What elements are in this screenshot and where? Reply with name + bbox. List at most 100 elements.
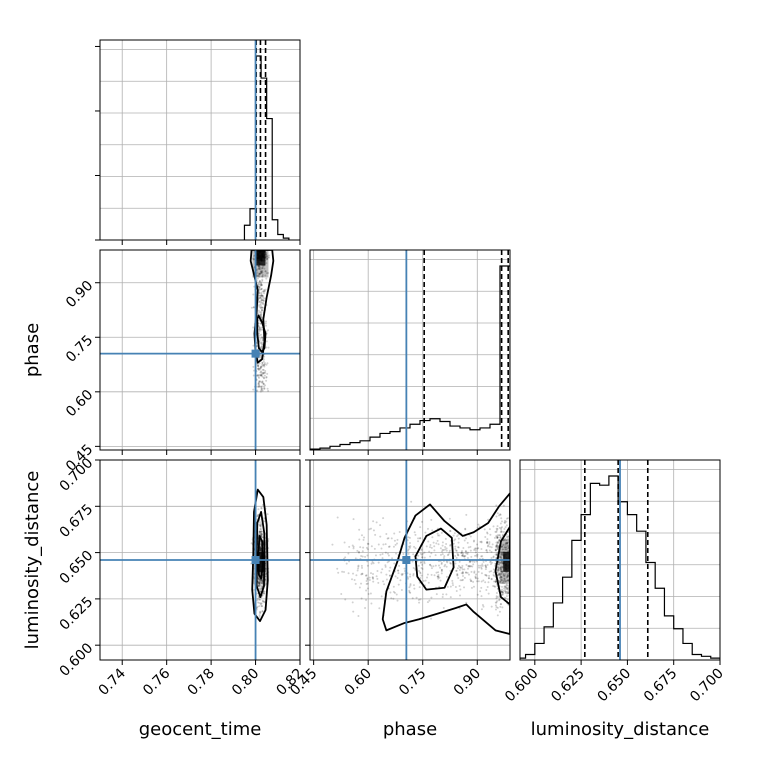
sample-point bbox=[502, 582, 505, 585]
histogram-step-line bbox=[243, 55, 290, 240]
sample-point bbox=[266, 257, 269, 260]
density-peak bbox=[255, 250, 266, 266]
sample-point bbox=[497, 572, 500, 575]
sample-point bbox=[261, 271, 264, 274]
y-tick-label: 0.650 bbox=[57, 548, 97, 588]
sample-point bbox=[351, 544, 354, 547]
sample-point bbox=[497, 563, 500, 566]
sample-point bbox=[499, 572, 502, 575]
sample-point bbox=[464, 528, 467, 531]
sample-point bbox=[420, 561, 423, 564]
density-peak bbox=[503, 551, 510, 572]
sample-point bbox=[430, 564, 433, 567]
sample-point bbox=[504, 519, 507, 522]
sample-point bbox=[498, 514, 501, 517]
sample-point bbox=[265, 277, 268, 280]
sample-point bbox=[258, 376, 261, 379]
sample-point bbox=[440, 569, 443, 572]
sample-point bbox=[496, 548, 499, 551]
contour-line bbox=[381, 492, 510, 635]
sample-point bbox=[260, 342, 263, 345]
sample-point bbox=[495, 544, 498, 547]
sample-point bbox=[470, 586, 473, 589]
sample-point bbox=[497, 569, 500, 572]
sample-point bbox=[252, 326, 255, 329]
sample-point bbox=[466, 552, 469, 555]
sample-point bbox=[252, 306, 255, 309]
sample-point bbox=[259, 549, 262, 552]
sample-point bbox=[264, 575, 267, 578]
sample-point bbox=[504, 573, 507, 576]
sample-point bbox=[352, 610, 355, 613]
sample-point bbox=[357, 551, 360, 554]
sample-point bbox=[470, 579, 473, 582]
sample-point bbox=[496, 534, 499, 537]
sample-point bbox=[261, 295, 264, 298]
sample-point bbox=[252, 258, 255, 261]
sample-point bbox=[500, 576, 503, 579]
sample-point bbox=[501, 545, 504, 548]
sample-point bbox=[424, 531, 427, 534]
y-axis-label-luminosity-distance: luminosity_distance bbox=[22, 471, 43, 650]
sample-point bbox=[258, 531, 261, 534]
sample-point bbox=[507, 536, 510, 539]
sample-point bbox=[257, 380, 260, 383]
sample-point bbox=[497, 566, 500, 569]
sample-point bbox=[500, 517, 503, 520]
sample-point bbox=[486, 538, 489, 541]
truth-marker bbox=[251, 556, 260, 564]
sample-point bbox=[417, 598, 420, 601]
sample-point bbox=[262, 360, 265, 363]
sample-point bbox=[499, 556, 502, 559]
sample-point bbox=[502, 573, 505, 576]
sample-point bbox=[501, 546, 504, 549]
sample-point bbox=[461, 571, 464, 574]
sample-point bbox=[498, 580, 501, 583]
sample-point bbox=[263, 516, 266, 519]
sample-point bbox=[470, 555, 473, 558]
sample-point bbox=[384, 565, 387, 568]
sample-point bbox=[372, 580, 375, 583]
sample-point bbox=[408, 545, 411, 548]
sample-point bbox=[259, 547, 262, 550]
sample-point bbox=[265, 376, 268, 379]
sample-point bbox=[437, 534, 440, 537]
sample-point bbox=[260, 312, 263, 315]
sample-point bbox=[402, 552, 405, 555]
sample-point bbox=[456, 574, 459, 577]
sample-point bbox=[500, 568, 503, 571]
sample-point bbox=[410, 500, 413, 503]
sample-point bbox=[260, 534, 263, 537]
sample-point bbox=[412, 584, 415, 587]
sample-point bbox=[503, 577, 506, 580]
sample-point bbox=[486, 542, 489, 545]
sample-point bbox=[257, 304, 260, 307]
sample-point bbox=[358, 528, 361, 531]
sample-point bbox=[496, 565, 499, 568]
sample-point bbox=[373, 547, 376, 550]
sample-point bbox=[480, 586, 483, 589]
sample-point bbox=[375, 575, 378, 578]
sample-point bbox=[417, 540, 420, 543]
sample-point bbox=[502, 591, 505, 594]
sample-point bbox=[436, 575, 439, 578]
sample-point bbox=[439, 566, 442, 569]
sample-point bbox=[500, 591, 503, 594]
sample-point bbox=[258, 521, 261, 524]
sample-point bbox=[260, 385, 263, 388]
density-region bbox=[500, 539, 510, 584]
sample-point bbox=[455, 556, 458, 559]
sample-point bbox=[386, 552, 389, 555]
sample-point bbox=[261, 610, 264, 613]
sample-point bbox=[491, 543, 494, 546]
sample-point bbox=[489, 563, 492, 566]
sample-point bbox=[265, 252, 268, 255]
sample-point bbox=[258, 612, 261, 615]
y-tick-label: 0.675 bbox=[57, 501, 97, 541]
sample-point bbox=[400, 573, 403, 576]
sample-point bbox=[259, 603, 262, 606]
sample-point bbox=[258, 615, 261, 618]
sample-point bbox=[502, 572, 505, 575]
sample-point bbox=[257, 584, 260, 587]
sample-point bbox=[469, 580, 472, 583]
